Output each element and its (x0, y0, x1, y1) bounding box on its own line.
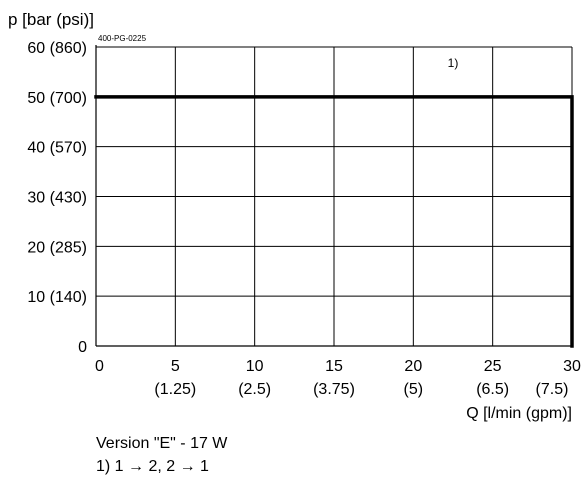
x-tick-label-25: 25 (484, 358, 502, 375)
x-tick-sublabel-5: (1.25) (154, 381, 196, 398)
x-tick-label-20: 20 (404, 358, 422, 375)
x-tick-sublabel-20: (5) (404, 381, 424, 398)
y-tick-label-30: 30 (430) (27, 190, 87, 207)
y-tick-label-10: 10 (140) (27, 289, 87, 306)
footnote: 1) 1 → 2, 2 → 1 (96, 458, 209, 475)
y-tick-label-20: 20 (285) (27, 239, 87, 256)
chart-series (94, 95, 574, 348)
x-axis-title: Q [l/min (gpm)] (466, 405, 572, 422)
x-tick-label-30: 30 (563, 358, 581, 375)
x-tick-sublabel-25: (6.5) (476, 381, 509, 398)
chart-code: 400-PG-0225 (98, 34, 147, 43)
x-tick-label-0: 0 (95, 358, 104, 375)
x-tick-label-10: 10 (246, 358, 264, 375)
series-annotation-0: 1) (448, 56, 459, 70)
x-tick-sublabel-10: (2.5) (238, 381, 271, 398)
y-tick-label-60: 60 (860) (27, 40, 87, 57)
chart-notes: Version "E" - 17 W 1) 1 → 2, 2 → 1 (96, 432, 227, 478)
x-tick-label-15: 15 (325, 358, 343, 375)
y-tick-label-40: 40 (570) (27, 140, 87, 157)
chart-grid (96, 46, 573, 346)
series-line-0 (94, 95, 574, 348)
y-axis-title: p [bar (psi)] (8, 10, 94, 29)
x-tick-label-5: 5 (171, 358, 180, 375)
x-tick-sublabel-30: (7.5) (536, 381, 569, 398)
y-tick-label-50: 50 (700) (27, 90, 87, 107)
x-tick-sublabel-15: (3.75) (313, 381, 355, 398)
version-note: Version "E" - 17 W (96, 435, 228, 452)
y-tick-label-0: 0 (78, 339, 87, 356)
chart-labels: 0 10 (140) 20 (285) 30 (430) 40 (570) 50 (700… (27, 40, 581, 398)
